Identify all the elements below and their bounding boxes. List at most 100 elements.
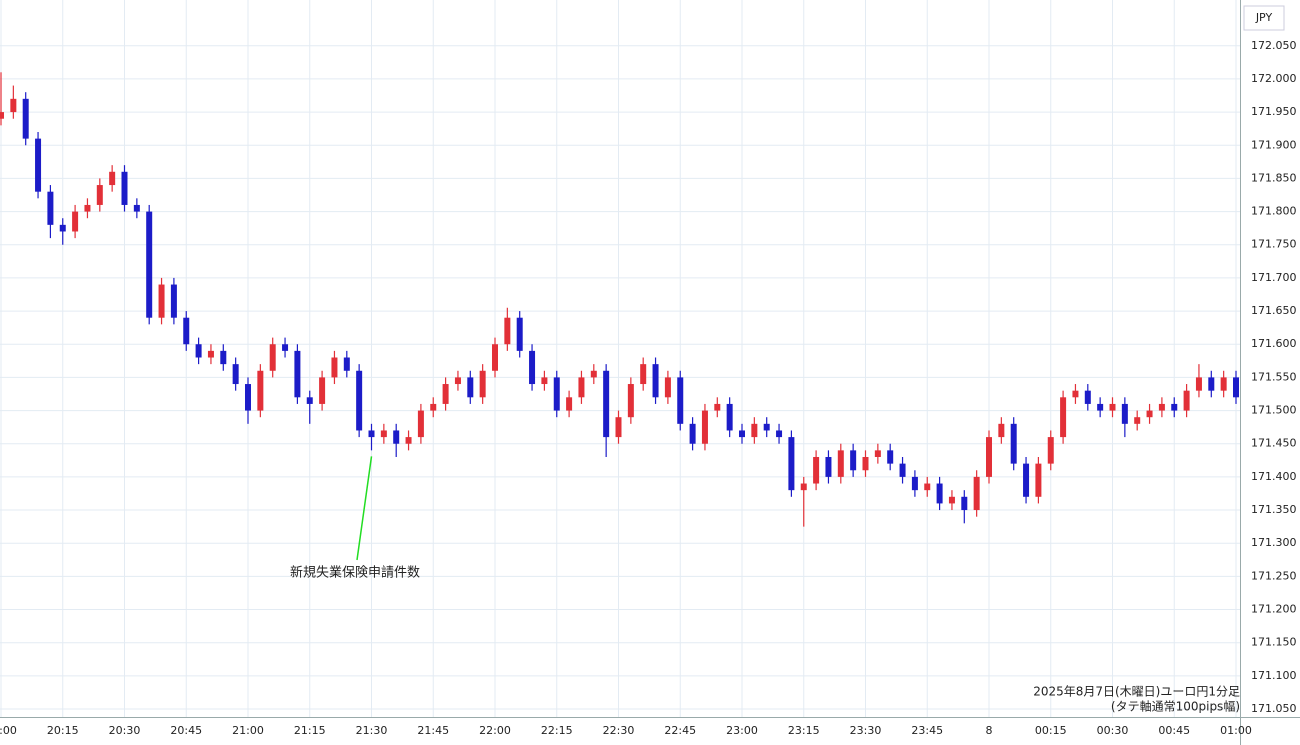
candle-body bbox=[1183, 390, 1190, 411]
candle-body bbox=[146, 211, 153, 318]
candle-body bbox=[1220, 377, 1227, 391]
candle-body bbox=[504, 317, 511, 345]
y-tick-label: 171.400 bbox=[1251, 470, 1297, 483]
x-tick-label: 23:15 bbox=[788, 724, 820, 737]
x-tick-label: 23:30 bbox=[850, 724, 882, 737]
x-tick-label: 20:45 bbox=[170, 724, 202, 737]
candle-body bbox=[1035, 463, 1042, 497]
x-tick-label: 21:45 bbox=[417, 724, 449, 737]
candle-body bbox=[492, 344, 498, 371]
candle-body bbox=[677, 377, 684, 424]
candles bbox=[0, 72, 1239, 527]
y-tick-label: 171.350 bbox=[1251, 503, 1297, 516]
candle-body bbox=[195, 344, 202, 358]
candle-body bbox=[232, 364, 239, 385]
y-tick-label: 171.500 bbox=[1251, 404, 1297, 417]
candle-body bbox=[405, 437, 412, 444]
candle-body bbox=[158, 284, 165, 318]
candle-body bbox=[170, 284, 177, 318]
y-tick-label: 171.450 bbox=[1251, 437, 1297, 450]
candle-body bbox=[516, 317, 523, 351]
candle-body bbox=[1146, 410, 1153, 418]
candle-body bbox=[257, 370, 264, 411]
y-tick-label: 171.700 bbox=[1251, 271, 1297, 284]
caption: 2025年8月7日(木曜日)ユーロ円1分足 bbox=[1033, 685, 1240, 699]
candle-body bbox=[109, 171, 116, 186]
candle-body bbox=[1121, 403, 1128, 424]
candle-body bbox=[306, 397, 313, 404]
candle-body bbox=[35, 138, 42, 192]
candle-body bbox=[430, 403, 437, 411]
candle-body bbox=[813, 456, 820, 484]
candle-body bbox=[96, 185, 103, 205]
candle-body bbox=[1158, 403, 1165, 411]
candle-body bbox=[133, 204, 140, 212]
candle-body bbox=[739, 430, 745, 438]
x-tick-label: 01:00 bbox=[1220, 724, 1252, 737]
y-tick-label: 171.200 bbox=[1251, 603, 1297, 616]
x-tick-label: 20:30 bbox=[109, 724, 141, 737]
candle-body bbox=[356, 370, 363, 431]
currency-box bbox=[1243, 5, 1285, 31]
annotation-pointer bbox=[356, 456, 373, 561]
candle-body bbox=[615, 417, 622, 438]
x-tick-label: 8 bbox=[986, 724, 993, 737]
candle-body bbox=[1023, 463, 1030, 497]
candle-body bbox=[479, 370, 486, 398]
caption: (タテ軸通常100pips幅) bbox=[1111, 699, 1240, 714]
y-tick-label: 171.900 bbox=[1251, 138, 1297, 151]
y-tick-label: 171.950 bbox=[1251, 105, 1297, 118]
x-tick-label: 20:00 bbox=[0, 724, 17, 737]
y-axis-label: JPY bbox=[1255, 11, 1273, 24]
candle-body bbox=[924, 483, 931, 491]
y-tick-label: 171.800 bbox=[1251, 205, 1297, 218]
candle-body bbox=[850, 450, 857, 471]
candle-body bbox=[319, 377, 326, 404]
candle-body bbox=[578, 377, 585, 398]
y-tick-label: 171.850 bbox=[1251, 171, 1297, 184]
y-tick-label: 171.050 bbox=[1251, 702, 1297, 715]
candle-body bbox=[442, 384, 449, 404]
x-tick-label: 21:15 bbox=[294, 724, 326, 737]
candle-body bbox=[84, 204, 91, 212]
y-tick-label: 171.150 bbox=[1251, 636, 1297, 649]
candle-body bbox=[541, 377, 548, 385]
candle-body bbox=[973, 476, 980, 511]
candle-body bbox=[1084, 390, 1091, 404]
candle-body bbox=[726, 403, 733, 431]
candle-body bbox=[245, 384, 251, 411]
candle-body bbox=[467, 377, 474, 398]
candle-body bbox=[788, 437, 795, 491]
candle-body bbox=[911, 476, 918, 491]
y-tick-label: 171.100 bbox=[1251, 669, 1297, 682]
candle-body bbox=[1171, 403, 1178, 411]
candle-body bbox=[887, 450, 894, 464]
y-tick-label: 171.550 bbox=[1251, 370, 1297, 383]
x-tick-label: 21:00 bbox=[232, 724, 264, 737]
x-tick-label: 20:15 bbox=[47, 724, 79, 737]
candle-body bbox=[936, 483, 943, 504]
candle-body bbox=[874, 450, 881, 457]
y-tick-label: 171.750 bbox=[1251, 238, 1297, 251]
candle-body bbox=[72, 211, 79, 232]
candle-body bbox=[751, 423, 758, 438]
y-tick-label: 171.250 bbox=[1251, 569, 1297, 582]
annotation: 新規失業保険申請件数 bbox=[290, 565, 420, 581]
candle-body bbox=[10, 98, 17, 113]
candle-body bbox=[590, 370, 597, 378]
candle-body bbox=[368, 430, 375, 438]
candle-body bbox=[862, 456, 869, 471]
candle-body bbox=[529, 350, 536, 385]
x-tick-label: 00:15 bbox=[1035, 724, 1067, 737]
candle-body bbox=[0, 112, 4, 119]
candle-body bbox=[961, 496, 968, 511]
candle-body bbox=[948, 496, 955, 504]
candle-body bbox=[331, 357, 338, 378]
candle-body bbox=[1097, 403, 1104, 411]
candle-body bbox=[282, 344, 289, 351]
candle-body bbox=[454, 377, 461, 385]
candle-body bbox=[343, 357, 350, 371]
x-tick-label: 22:00 bbox=[479, 724, 511, 737]
